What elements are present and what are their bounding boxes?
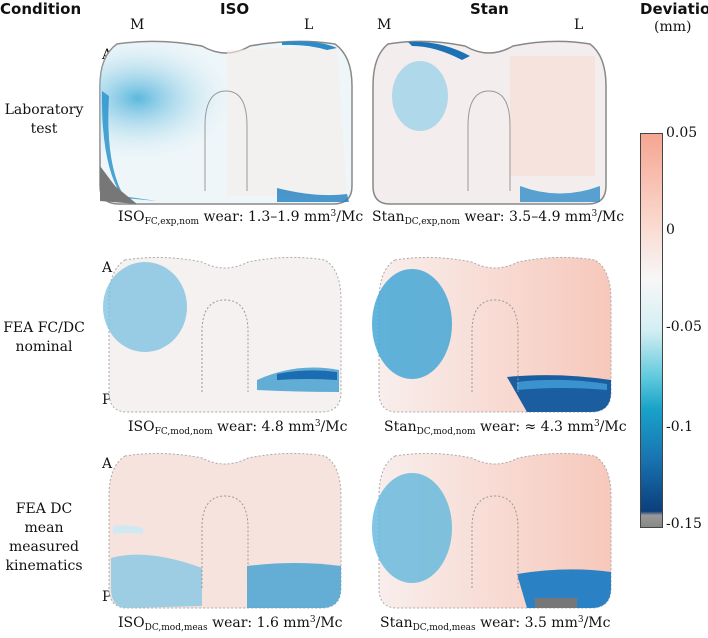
deviation-header: Deviation <box>640 0 708 18</box>
row-label-line: nominal <box>15 339 73 355</box>
row-label-line: kinematics <box>5 558 83 574</box>
caption-text: wear: 3.5 mm <box>475 615 578 631</box>
row-label-line: test <box>30 121 58 137</box>
caption-sub: DC,exp,nom <box>404 217 461 227</box>
row-label-line: FEA FC/DC <box>3 320 85 336</box>
caption-sub: DC,mod,nom <box>416 427 476 437</box>
row-label-laboratory-test: Laboratory test <box>0 101 88 139</box>
deviation-colorbar <box>640 133 663 528</box>
caption-text: wear: 4.8 mm <box>212 419 315 435</box>
caption-sup: 3 <box>591 209 598 219</box>
colorbar-tick--0.05: -0.05 <box>666 319 702 335</box>
caption-sup: 3 <box>593 419 600 429</box>
caption-iso-measured: ISODC,mod,meas wear: 1.6 mm3/Mc <box>118 615 343 633</box>
row-label-line: measured <box>8 539 80 555</box>
caption-suffix: /Mc <box>583 615 611 631</box>
stan-fea-nominal-wear-map <box>372 256 612 413</box>
caption-suffix: /Mc <box>336 209 364 225</box>
row-label-line: FEA DC <box>15 501 73 517</box>
iso-fea-nominal-wear-map <box>103 256 342 413</box>
caption-sup: 3 <box>330 209 337 219</box>
caption-text: wear: 3.5–4.9 mm <box>460 209 592 225</box>
stan-laboratory-wear-map <box>372 40 607 205</box>
caption-text: wear: ≈ 4.3 mm <box>475 419 594 435</box>
colorbar-gradient <box>640 133 663 528</box>
caption-suffix: /Mc <box>315 615 343 631</box>
caption-prefix: ISO <box>118 209 145 225</box>
caption-suffix: /Mc <box>599 419 627 435</box>
row-label-line: Laboratory <box>4 102 84 118</box>
deviation-unit: (mm) <box>654 19 692 35</box>
stan-fea-measured-wear-map <box>372 452 612 609</box>
caption-prefix: Stan <box>384 419 417 435</box>
marker-a-row2: A <box>102 260 113 276</box>
caption-prefix: ISO <box>118 615 145 631</box>
caption-stan-nominal: StanDC,mod,nom wear: ≈ 4.3 mm3/Mc <box>384 419 627 437</box>
caption-prefix: ISO <box>128 419 155 435</box>
caption-stan-laboratory: StanDC,exp,nom wear: 3.5–4.9 mm3/Mc <box>372 209 624 227</box>
iso-header: ISO <box>220 0 250 18</box>
colorbar-tick-0: 0 <box>666 222 675 238</box>
caption-sub: FC,exp,nom <box>144 217 200 227</box>
marker-m-iso: M <box>130 17 145 33</box>
caption-sub: DC,mod,meas <box>412 623 476 633</box>
caption-text: wear: 1.3–1.9 mm <box>199 209 331 225</box>
iso-laboratory-wear-map <box>99 40 353 205</box>
caption-prefix: Stan <box>380 615 413 631</box>
marker-l-stan: L <box>574 17 584 33</box>
row-label-fea-measured: FEA DC mean measured kinematics <box>0 500 88 576</box>
row-label-fea-nominal: FEA FC/DC nominal <box>0 319 88 357</box>
marker-a-row3: A <box>102 456 113 472</box>
marker-m-stan: M <box>377 17 392 33</box>
marker-p-row2: P <box>102 392 112 408</box>
caption-sup: 3 <box>314 419 321 429</box>
caption-prefix: Stan <box>372 209 405 225</box>
caption-suffix: /Mc <box>320 419 348 435</box>
condition-header: Condition <box>0 0 82 18</box>
caption-stan-measured: StanDC,mod,meas wear: 3.5 mm3/Mc <box>380 615 611 633</box>
caption-suffix: /Mc <box>597 209 625 225</box>
marker-l-iso: L <box>304 17 314 33</box>
iso-fea-measured-wear-map <box>108 452 342 609</box>
caption-sub: DC,mod,meas <box>144 623 208 633</box>
colorbar-tick-0.05: 0.05 <box>666 125 698 141</box>
caption-iso-nominal: ISOFC,mod,nom wear: 4.8 mm3/Mc <box>128 419 347 437</box>
colorbar-tick--0.1: -0.1 <box>666 419 693 435</box>
caption-iso-laboratory: ISOFC,exp,nom wear: 1.3–1.9 mm3/Mc <box>118 209 363 227</box>
caption-sub: FC,mod,nom <box>154 427 213 437</box>
stan-header: Stan <box>470 0 509 18</box>
caption-sup: 3 <box>577 615 584 625</box>
row-label-line: mean <box>24 520 64 536</box>
colorbar-tick--0.15: -0.15 <box>666 516 702 532</box>
caption-sup: 3 <box>309 615 316 625</box>
caption-text: wear: 1.6 mm <box>207 615 310 631</box>
marker-p-row3: P <box>102 589 112 605</box>
